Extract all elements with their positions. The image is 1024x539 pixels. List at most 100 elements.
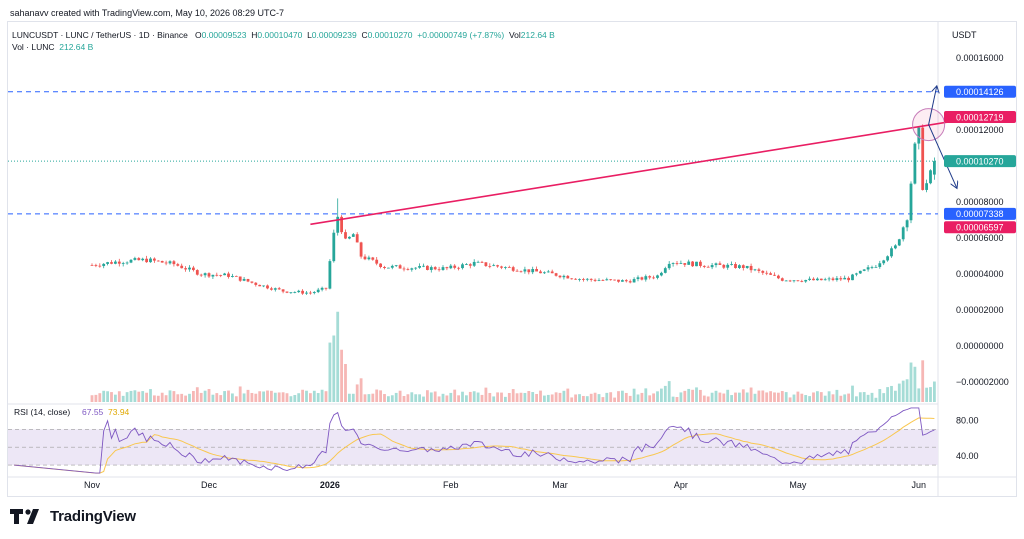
- time-tick-label: Nov: [84, 480, 101, 490]
- chart-credit: sahanavv created with TradingView.com, M…: [10, 8, 284, 18]
- volume-bar: [359, 378, 363, 402]
- volume-bar: [679, 392, 683, 402]
- candle-body: [753, 269, 757, 271]
- volume-bar: [734, 392, 737, 402]
- candle-body: [437, 269, 441, 271]
- volume-bar: [722, 393, 726, 402]
- candle-body: [309, 292, 312, 294]
- candle-body: [780, 278, 784, 281]
- candle-body: [812, 278, 815, 281]
- candle-body: [652, 277, 655, 279]
- volume-bar: [426, 390, 429, 402]
- volume-bar: [348, 393, 351, 402]
- volume-bar: [882, 393, 886, 402]
- volume-bar: [687, 388, 691, 402]
- tradingview-brand[interactable]: TradingView: [10, 508, 136, 525]
- volume-bar: [753, 393, 757, 402]
- volume-bar: [176, 394, 180, 402]
- candle-body: [184, 268, 187, 270]
- volume-bar: [531, 392, 535, 402]
- volume-bar: [289, 396, 293, 402]
- candle-body: [160, 260, 164, 263]
- volume-bar: [874, 397, 878, 402]
- volume-bar: [839, 395, 843, 402]
- currency-label[interactable]: USDT: [952, 30, 977, 40]
- volume-bar: [909, 362, 913, 402]
- volume-bar: [929, 387, 932, 402]
- candle-body: [511, 267, 515, 271]
- candle-body: [445, 267, 449, 269]
- candle-body: [172, 261, 176, 265]
- candle-body: [332, 232, 336, 262]
- candle-body: [379, 263, 382, 268]
- volume-bar: [340, 349, 343, 402]
- candle-body: [488, 265, 492, 267]
- candle-body: [745, 265, 749, 268]
- candle-body: [800, 281, 804, 282]
- time-tick-label: Feb: [443, 480, 459, 490]
- candle-body: [874, 266, 878, 268]
- candle-body: [383, 267, 386, 268]
- candle-body: [219, 275, 223, 276]
- candle-body: [890, 248, 893, 257]
- price-tick-label: 0.00006000: [956, 233, 1004, 243]
- price-tick-label: 0.00012000: [956, 125, 1004, 135]
- price-label-text: 0.00006597: [956, 222, 1004, 232]
- price-axis-label: 0.00010270: [944, 155, 1016, 168]
- low-value: 0.00009239: [311, 30, 357, 40]
- volume-label: Vol: [508, 30, 521, 40]
- ohlc-legend: LUNCUSDT · LUNC / TetherUS · 1D · Binanc…: [12, 30, 555, 40]
- volume-bar: [726, 389, 730, 402]
- candle-body: [355, 234, 359, 243]
- chart-canvas[interactable]: 0.00016000 0.00012000 0.00008000 0.00006000…: [8, 22, 1016, 496]
- candle-body: [851, 274, 854, 281]
- volume-bar: [671, 396, 675, 402]
- volume-bar: [601, 397, 605, 402]
- volume-bar: [921, 360, 925, 402]
- candle-body: [726, 264, 730, 268]
- candle-body: [496, 265, 499, 267]
- volume-bar: [141, 391, 145, 402]
- candle-body: [539, 271, 542, 274]
- candle-body: [141, 258, 145, 261]
- volume-bar: [757, 390, 761, 402]
- volume-bar: [761, 390, 765, 402]
- candle-body: [730, 264, 733, 265]
- candle-body: [843, 277, 847, 280]
- price-label-bg: [944, 207, 1016, 220]
- candle-body: [855, 273, 858, 275]
- candle-body: [550, 271, 554, 274]
- candle-body: [429, 267, 433, 270]
- volume-bar: [527, 391, 531, 402]
- candle-body: [375, 259, 379, 264]
- candle-body: [827, 278, 831, 280]
- candle-body: [702, 265, 706, 267]
- candle-body: [644, 276, 648, 280]
- candle-body: [110, 262, 113, 264]
- low-label: L: [307, 30, 312, 40]
- volume-bar: [238, 386, 242, 402]
- volume-bar: [667, 381, 671, 402]
- candle-body: [281, 289, 285, 292]
- volume-bar: [589, 393, 593, 402]
- volume-bar: [901, 380, 905, 402]
- candle-body: [894, 245, 897, 249]
- volume-bar: [699, 389, 702, 402]
- candle-body: [609, 279, 613, 281]
- symbol-title[interactable]: LUNCUSDT · LUNC / TetherUS · 1D · Binanc…: [12, 30, 188, 40]
- candle-body: [328, 261, 332, 289]
- candle-body: [921, 127, 925, 190]
- volume-bar: [582, 395, 585, 402]
- candle-body: [675, 263, 679, 264]
- candle-body: [441, 267, 445, 270]
- volume-bar: [628, 395, 632, 402]
- volume-bar: [913, 366, 917, 402]
- brand-name: TradingView: [50, 508, 136, 525]
- candle-body: [819, 278, 823, 281]
- rsi-line: [13, 407, 935, 474]
- volume-bar: [535, 393, 538, 402]
- price-tick-label: 0.00002000: [956, 305, 1004, 315]
- volume-bar: [492, 396, 496, 402]
- candle-body: [336, 216, 340, 233]
- candle-body: [866, 267, 870, 270]
